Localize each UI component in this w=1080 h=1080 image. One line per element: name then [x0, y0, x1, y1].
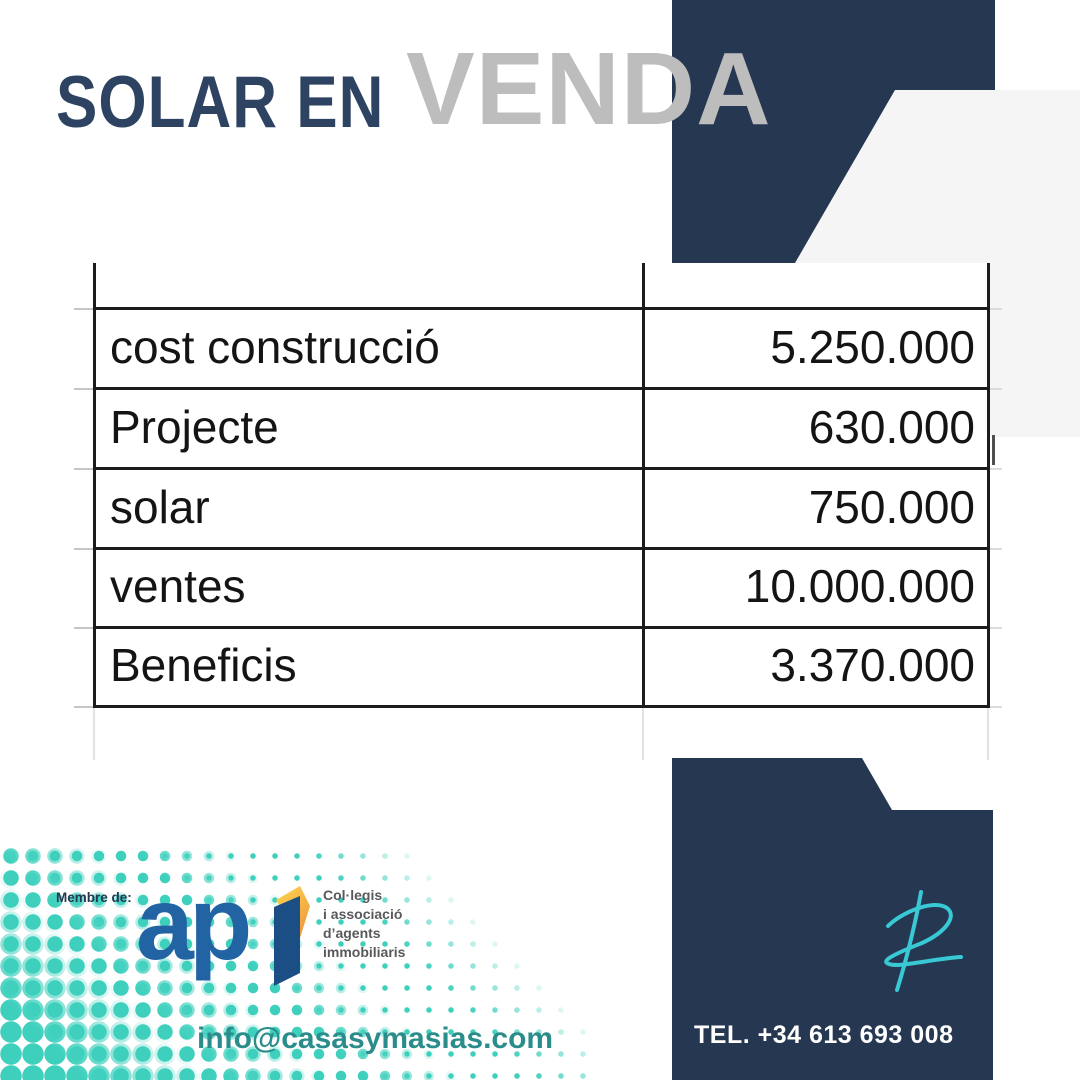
signature-r-icon: [884, 890, 963, 992]
table-row-label: Projecte: [110, 401, 279, 453]
table-rule: [93, 307, 990, 310]
api-logo-text: ap: [136, 866, 252, 982]
api-logo-caption: Col·legis i associació d’agents immobili…: [323, 886, 405, 962]
phone-number: TEL. +34 613 693 008: [694, 1021, 954, 1049]
table-rule: [93, 626, 990, 629]
text-cursor-artifact: [992, 435, 995, 465]
table-rule: [93, 387, 990, 390]
gridline-stub: [74, 308, 93, 310]
gridline-faint: [93, 708, 95, 760]
gridline-stub: [74, 388, 93, 390]
table-border-divider: [642, 263, 645, 708]
table-background: [93, 263, 990, 708]
table-row-value: 10.000.000: [744, 560, 975, 612]
table-rule: [93, 547, 990, 550]
table-row-label: cost construcció: [110, 321, 440, 373]
table-rule: [93, 467, 990, 470]
table-row-value: 630.000: [808, 401, 975, 453]
table-border-right: [987, 263, 990, 708]
table-border-left: [93, 263, 96, 708]
headline-venda: VENDA: [406, 31, 772, 146]
gridline-stub: [990, 706, 1002, 708]
api-logo-door-icon: [274, 886, 310, 986]
table-row-label: Beneficis: [110, 639, 297, 691]
table-row-value: 750.000: [808, 481, 975, 533]
table-row-label: solar: [110, 481, 210, 533]
gridline-stub: [990, 388, 1002, 390]
gridline-stub: [74, 548, 93, 550]
api-caption-line: Col·legis: [323, 887, 383, 903]
gridline-stub: [990, 308, 1002, 310]
email-address: info@casasymasias.com: [197, 1022, 554, 1055]
table-rule: [93, 705, 990, 708]
gridline-stub: [74, 706, 93, 708]
membership-label: Membre de:: [56, 890, 132, 905]
gridline-stub: [74, 468, 93, 470]
table-row-value: 5.250.000: [770, 321, 975, 373]
api-caption-line: i associació: [323, 906, 403, 922]
gridline-stub: [990, 548, 1002, 550]
gridline-stub: [74, 627, 93, 629]
navy-corner-bottom-right: TEL. +34 613 693 008: [672, 758, 993, 1080]
headline-solar-en: SOLAR EN: [56, 62, 385, 144]
api-caption-line: immobiliaris: [323, 944, 406, 960]
gridline-faint: [642, 708, 644, 760]
cost-table: cost construcció 5.250.000 Projecte 630.…: [74, 263, 1002, 763]
gridline-stub: [990, 468, 1002, 470]
gridline-stub: [990, 627, 1002, 629]
table-row-value: 3.370.000: [770, 639, 975, 691]
table-row-label: ventes: [110, 560, 246, 612]
gridline-faint: [987, 708, 989, 760]
api-caption-line: d’agents: [323, 925, 381, 941]
